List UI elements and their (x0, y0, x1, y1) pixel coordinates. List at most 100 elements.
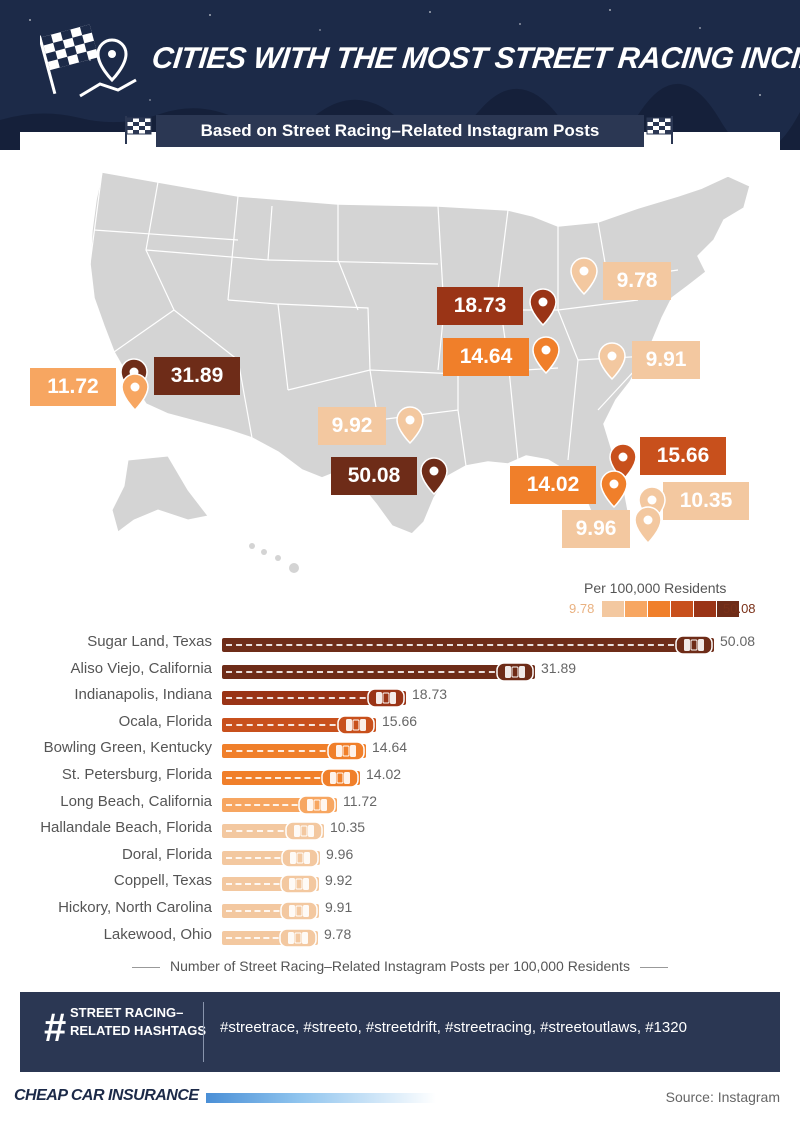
race-car-icon (281, 848, 319, 868)
bar (222, 661, 535, 682)
bar-category-label: Indianapolis, Indiana (74, 686, 212, 704)
map-pin-icon (396, 406, 424, 444)
bar-row: Sugar Land, Texas 50.08 (0, 630, 800, 656)
bar-value-label: 9.78 (324, 925, 352, 942)
map-pin-icon (570, 257, 598, 295)
checkered-flag-icon (125, 116, 152, 144)
hashtag-list: #streetrace, #streeto, #streetdrift, #st… (220, 1019, 687, 1036)
race-car-icon (675, 635, 713, 655)
map-pin-icon (121, 373, 149, 411)
x-axis-label: Number of Street Racing–Related Instagra… (0, 958, 800, 974)
source-note: Source: Instagram (665, 1089, 780, 1105)
bar-road-dash (226, 856, 290, 859)
subtitle: Based on Street Racing–Related Instagram… (156, 115, 644, 147)
bar-value-label: 15.66 (382, 712, 418, 729)
x-axis-label-text: Number of Street Racing–Related Instagra… (170, 958, 630, 974)
legend-swatch (717, 601, 739, 617)
bar-category-label: Ocala, Florida (118, 712, 212, 730)
bar-road-dash (226, 670, 505, 673)
legend-swatch (694, 601, 716, 617)
race-car-icon (321, 768, 359, 788)
brand-stripes (206, 1093, 436, 1103)
map-pin-icon (532, 336, 560, 374)
map-pin-icon (600, 470, 628, 508)
legend-swatch (602, 601, 624, 617)
bar-value-label: 11.72 (343, 792, 377, 809)
legend-swatch (671, 601, 693, 617)
bar (222, 635, 714, 655)
bar-value-label: 9.92 (325, 872, 353, 889)
bar-chart: Sugar Land, Texas 50.08 Aliso Viejo, Calif… (0, 630, 800, 950)
bar-row: Hallandale Beach, Florida 10.35 (0, 816, 800, 842)
map-pin-label: 18.73 (437, 287, 523, 325)
bar-category-label: Coppell, Texas (113, 872, 212, 890)
bar-row: Aliso Viejo, California 31.89 (0, 657, 800, 683)
bar-value-label: 18.73 (412, 686, 448, 703)
bar-row: St. Petersburg, Florida 14.02 (0, 763, 800, 789)
bar (222, 874, 319, 895)
legend-swatch (625, 601, 647, 617)
map-pin-label: 14.64 (443, 338, 529, 376)
bar-category-label: Hallandale Beach, Florida (40, 819, 212, 837)
bar (222, 901, 319, 921)
race-car-icon (298, 794, 336, 815)
page-title: CITIES WITH THE MOST STREET RACING INCID… (150, 42, 800, 75)
bar-row: Hickory, North Carolina 9.91 (0, 896, 800, 922)
legend-swatch (648, 601, 670, 617)
bar-value-label: 9.91 (325, 899, 353, 915)
race-car-icon (367, 688, 405, 708)
bar-value-label: 50.08 (720, 633, 756, 649)
map-pin-icon (529, 288, 557, 326)
hashtag-divider (203, 1002, 204, 1062)
bar-value-label: 14.02 (366, 766, 402, 782)
bar-category-label: Sugar Land, Texas (87, 633, 212, 650)
bar-category-label: St. Petersburg, Florida (61, 766, 212, 783)
bar-road-dash (226, 697, 376, 700)
bar-road-dash (226, 803, 307, 806)
bar (222, 927, 318, 948)
alaska-outline (111, 455, 209, 533)
bar-category-label: Bowling Green, Kentucky (43, 739, 212, 757)
bar-value-label: 10.35 (330, 819, 366, 836)
brand-logo: CHEAP CAR INSURANCE (14, 1087, 199, 1104)
bar-road-dash (226, 830, 294, 833)
bar-value-label: 31.89 (541, 659, 577, 676)
bar-category-label: Aliso Viejo, California (70, 659, 212, 677)
bar-category-label: Doral, Florida (121, 845, 212, 863)
bar-road-dash (226, 883, 289, 886)
bar-value-label: 9.96 (326, 845, 354, 862)
legend-min-label: 9.78 (569, 601, 595, 616)
bar (222, 821, 324, 841)
caption-rule-left (132, 966, 161, 968)
bar-row: Coppell, Texas 9.92 (0, 869, 800, 895)
bar-row: Bowling Green, Kentucky 14.64 (0, 736, 800, 762)
map-pin-label: 31.89 (154, 357, 240, 395)
hawaii-islands (249, 543, 299, 573)
race-car-icon (496, 661, 534, 682)
legend-color-scale (602, 601, 740, 617)
bar-road-dash (226, 777, 330, 779)
bar-category-label: Long Beach, California (60, 792, 212, 810)
map-pin-label: 10.35 (663, 482, 749, 520)
map-pin-label: 50.08 (331, 457, 417, 495)
race-car-icon (285, 821, 323, 841)
bar-row: Indianapolis, Indiana 18.73 (0, 683, 800, 709)
bar (222, 688, 406, 708)
bar-road-dash (226, 910, 289, 912)
bar-row: Long Beach, California 11.72 (0, 790, 800, 816)
bar-row: Lakewood, Ohio 9.78 (0, 923, 800, 949)
legend-title: Per 100,000 Residents (584, 580, 727, 596)
bar-road-dash (226, 644, 684, 646)
hashtag-title: STREET RACING–RELATED HASHTAGS (70, 1005, 207, 1038)
map-pin-icon (598, 342, 626, 380)
map-pin-label: 9.92 (318, 407, 386, 445)
hashtag-icon: # (44, 1006, 67, 1050)
checkered-flag-pin-icon (40, 24, 137, 98)
bar (222, 794, 337, 815)
bar (222, 768, 360, 788)
map-pin-label: 11.72 (30, 368, 116, 406)
race-car-icon (337, 715, 375, 735)
bar (222, 741, 366, 762)
legend-max-label: 50.08 (723, 601, 756, 616)
bar-category-label: Lakewood, Ohio (103, 925, 212, 943)
